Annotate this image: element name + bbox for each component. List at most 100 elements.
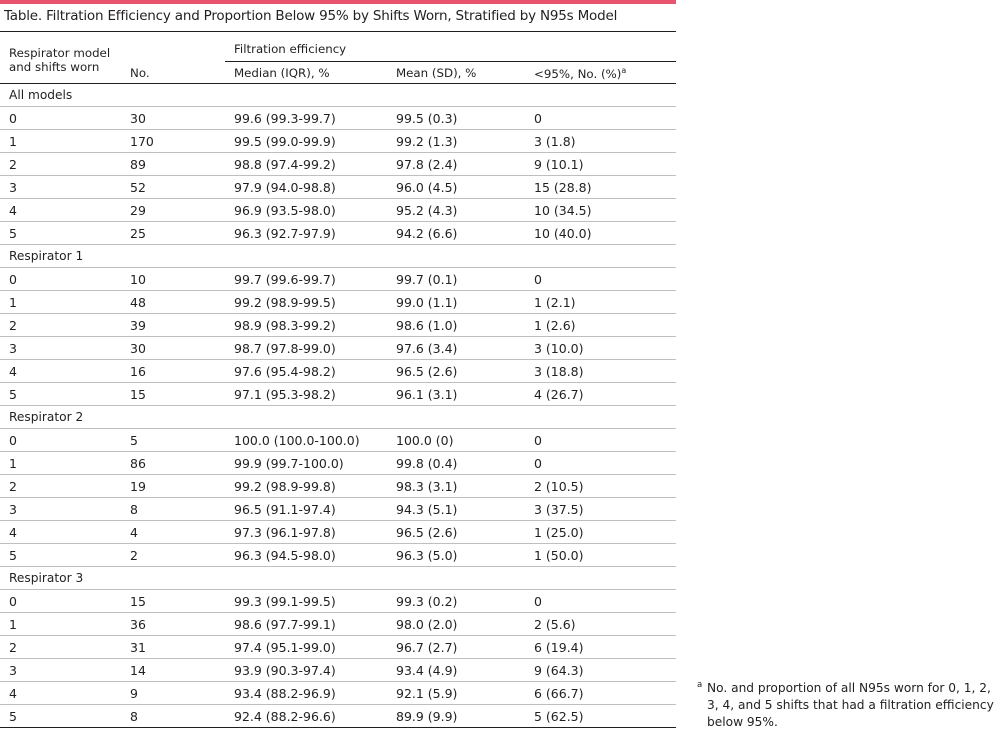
median-iqr-cell: 97.3 (96.1-97.8): [225, 520, 387, 544]
mean-sd-cell: 99.7 (0.1): [387, 267, 525, 291]
shifts-worn-cell: 0: [0, 428, 121, 452]
title-accent-bar: [0, 0, 676, 4]
group-label: Respirator 1: [0, 244, 676, 268]
count-cell: 29: [121, 198, 225, 222]
count-cell: 52: [121, 175, 225, 199]
count-cell: 86: [121, 451, 225, 475]
group-label: All models: [0, 83, 676, 107]
count-cell: 14: [121, 658, 225, 682]
below-95-cell: 1 (2.6): [525, 313, 676, 337]
table-row: 1 86 99.9 (99.7-100.0) 99.8 (0.4) 0: [0, 451, 676, 475]
mean-sd-cell: 96.5 (2.6): [387, 359, 525, 383]
table-row: 0 15 99.3 (99.1-99.5) 99.3 (0.2) 0: [0, 589, 676, 613]
header-respirator-model: Respirator model and shifts worn: [0, 32, 121, 84]
mean-sd-cell: 99.0 (1.1): [387, 290, 525, 314]
median-iqr-cell: 99.6 (99.3-99.7): [225, 106, 387, 130]
count-cell: 30: [121, 106, 225, 130]
mean-sd-cell: 95.2 (4.3): [387, 198, 525, 222]
group-header-row: Respirator 1: [0, 244, 676, 268]
shifts-worn-cell: 2: [0, 313, 121, 337]
footnote-marker: a: [621, 66, 627, 76]
shifts-worn-cell: 1: [0, 129, 121, 153]
header-mean: Mean (SD), %: [396, 65, 477, 80]
table-row: 5 25 96.3 (92.7-97.9) 94.2 (6.6) 10 (40.0): [0, 221, 676, 245]
table-row: 3 14 93.9 (90.3-97.4) 93.4 (4.9) 9 (64.3): [0, 658, 676, 682]
count-cell: 8: [121, 497, 225, 521]
below-95-cell: 2 (5.6): [525, 612, 676, 636]
shifts-worn-cell: 1: [0, 290, 121, 314]
median-iqr-cell: 97.1 (95.3-98.2): [225, 382, 387, 406]
below-95-cell: 6 (66.7): [525, 681, 676, 705]
shifts-worn-cell: 5: [0, 221, 121, 245]
group-header-row: All models: [0, 83, 676, 107]
shifts-worn-cell: 4: [0, 520, 121, 544]
table-row: 3 52 97.9 (94.0-98.8) 96.0 (4.5) 15 (28.8): [0, 175, 676, 199]
shifts-worn-cell: 0: [0, 589, 121, 613]
header-filtration-efficiency: Filtration efficiency: [225, 31, 676, 62]
mean-sd-cell: 96.5 (2.6): [387, 520, 525, 544]
below-95-cell: 9 (64.3): [525, 658, 676, 682]
header-median: Median (IQR), %: [234, 65, 330, 80]
count-cell: 31: [121, 635, 225, 659]
table-row: 3 8 96.5 (91.1-97.4) 94.3 (5.1) 3 (37.5): [0, 497, 676, 521]
table-row: 3 30 98.7 (97.8-99.0) 97.6 (3.4) 3 (10.0): [0, 336, 676, 360]
median-iqr-cell: 99.2 (98.9-99.8): [225, 474, 387, 498]
shifts-worn-cell: 1: [0, 451, 121, 475]
below-95-cell: 4 (26.7): [525, 382, 676, 406]
median-iqr-cell: 99.2 (98.9-99.5): [225, 290, 387, 314]
mean-sd-cell: 98.6 (1.0): [387, 313, 525, 337]
shifts-worn-cell: 3: [0, 658, 121, 682]
below-95-cell: 3 (10.0): [525, 336, 676, 360]
table-body: All models 0 30 99.6 (99.3-99.7) 99.5 (0.3) 0…: [0, 83, 676, 728]
median-iqr-cell: 96.9 (93.5-98.0): [225, 198, 387, 222]
mean-sd-cell: 96.0 (4.5): [387, 175, 525, 199]
below-95-cell: 6 (19.4): [525, 635, 676, 659]
count-cell: 39: [121, 313, 225, 337]
median-iqr-cell: 93.4 (88.2-96.9): [225, 681, 387, 705]
count-cell: 36: [121, 612, 225, 636]
count-cell: 30: [121, 336, 225, 360]
mean-sd-cell: 89.9 (9.9): [387, 704, 525, 728]
shifts-worn-cell: 3: [0, 336, 121, 360]
median-iqr-cell: 100.0 (100.0-100.0): [225, 428, 387, 452]
mean-sd-cell: 96.7 (2.7): [387, 635, 525, 659]
shifts-worn-cell: 4: [0, 359, 121, 383]
below-95-cell: 0: [525, 428, 676, 452]
table-row: 0 30 99.6 (99.3-99.7) 99.5 (0.3) 0: [0, 106, 676, 130]
shifts-worn-cell: 0: [0, 267, 121, 291]
table-row: 0 10 99.7 (99.6-99.7) 99.7 (0.1) 0: [0, 267, 676, 291]
header-col1-line1: Respirator model: [9, 45, 111, 60]
below-95-cell: 15 (28.8): [525, 175, 676, 199]
count-cell: 4: [121, 520, 225, 544]
below-95-cell: 5 (62.5): [525, 704, 676, 728]
mean-sd-cell: 94.2 (6.6): [387, 221, 525, 245]
header-col1-line2: and shifts worn: [9, 59, 100, 74]
median-iqr-cell: 99.9 (99.7-100.0): [225, 451, 387, 475]
filtration-table: Respirator model and shifts worn No. Fil…: [0, 31, 676, 728]
footnote-mark: a: [697, 680, 703, 690]
table-header: Respirator model and shifts worn No. Fil…: [0, 31, 676, 84]
mean-sd-cell: 96.3 (5.0): [387, 543, 525, 567]
mean-sd-cell: 98.3 (3.1): [387, 474, 525, 498]
median-iqr-cell: 98.7 (97.8-99.0): [225, 336, 387, 360]
table-row: 4 16 97.6 (95.4-98.2) 96.5 (2.6) 3 (18.8): [0, 359, 676, 383]
table-row: 1 36 98.6 (97.7-99.1) 98.0 (2.0) 2 (5.6): [0, 612, 676, 636]
footnote: a No. and proportion of all N95s worn fo…: [697, 680, 997, 731]
table-row: 2 31 97.4 (95.1-99.0) 96.7 (2.7) 6 (19.4): [0, 635, 676, 659]
group-header-row: Respirator 3: [0, 566, 676, 590]
median-iqr-cell: 97.9 (94.0-98.8): [225, 175, 387, 199]
count-cell: 8: [121, 704, 225, 728]
median-iqr-cell: 93.9 (90.3-97.4): [225, 658, 387, 682]
median-iqr-cell: 99.5 (99.0-99.9): [225, 129, 387, 153]
count-cell: 19: [121, 474, 225, 498]
median-iqr-cell: 97.6 (95.4-98.2): [225, 359, 387, 383]
below-95-cell: 3 (37.5): [525, 497, 676, 521]
shifts-worn-cell: 3: [0, 497, 121, 521]
table-row: 0 5 100.0 (100.0-100.0) 100.0 (0) 0: [0, 428, 676, 452]
mean-sd-cell: 97.8 (2.4): [387, 152, 525, 176]
mean-sd-cell: 94.3 (5.1): [387, 497, 525, 521]
median-iqr-cell: 98.6 (97.7-99.1): [225, 612, 387, 636]
below-95-cell: 3 (18.8): [525, 359, 676, 383]
table-row: 2 19 99.2 (98.9-99.8) 98.3 (3.1) 2 (10.5): [0, 474, 676, 498]
below-95-cell: 0: [525, 106, 676, 130]
